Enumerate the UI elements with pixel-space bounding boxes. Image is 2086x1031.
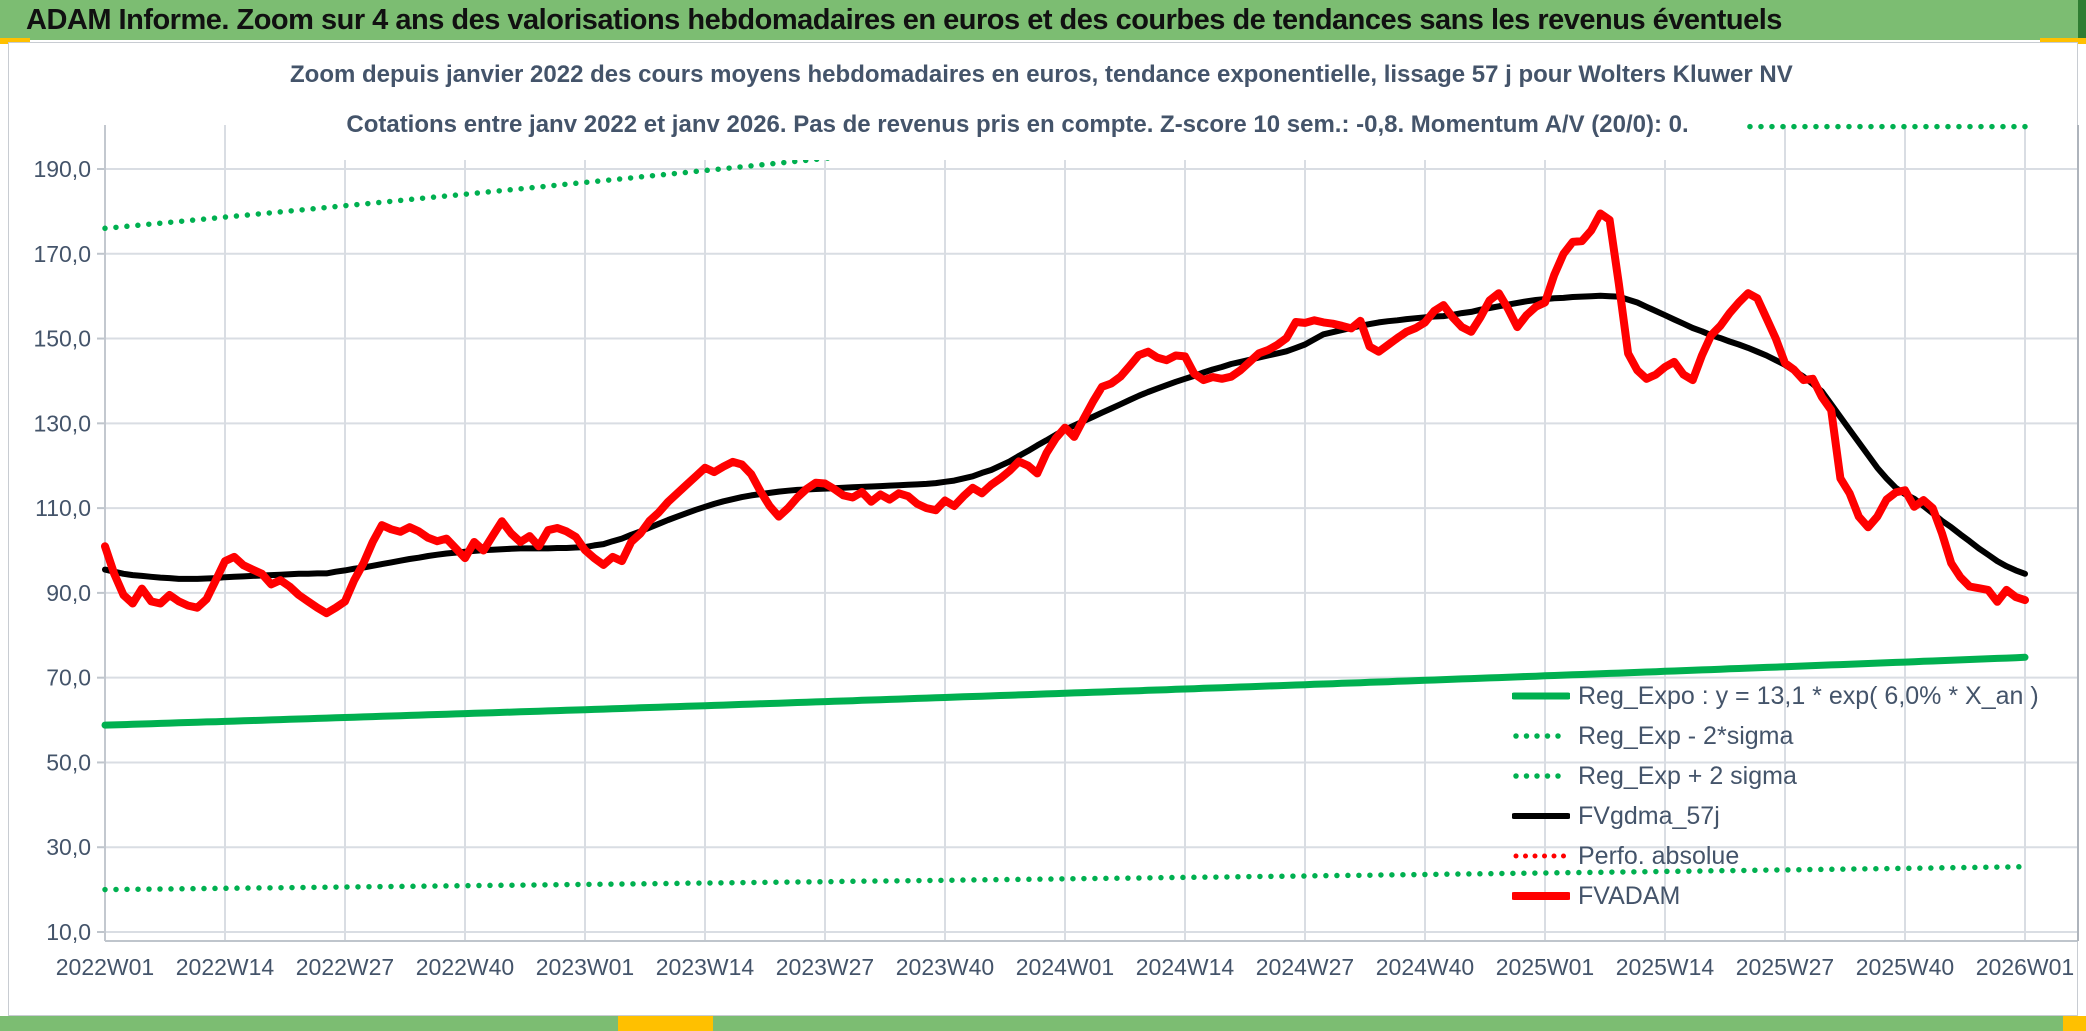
- bottom-right-accent: [2063, 1016, 2086, 1031]
- y-tick-label: 30,0: [46, 834, 91, 860]
- y-tick-label: 50,0: [46, 749, 91, 775]
- legend-label: FVADAM: [1578, 881, 1681, 910]
- legend-item-fvgdma-57j: FVgdma_57j: [1512, 796, 2072, 836]
- x-tick-label: 2025W01: [1496, 954, 1594, 980]
- y-tick-label: 70,0: [46, 665, 91, 691]
- y-tick-label: 10,0: [46, 919, 91, 945]
- x-tick-label: 2026W01: [1976, 954, 2074, 980]
- v-gridlines: [104, 125, 2026, 941]
- legend-item-reg-exp-plus-2sigma: Reg_Exp + 2 sigma: [1512, 756, 2072, 796]
- y-tick-label: 130,0: [33, 410, 91, 436]
- header-edge-decoration: [2078, 0, 2086, 40]
- y-tick-label: 170,0: [33, 241, 91, 267]
- green-dotted-line-icon: [1513, 773, 1570, 779]
- y-tick-label: 110,0: [35, 495, 91, 521]
- x-tick-label: 2024W27: [1256, 954, 1354, 980]
- bottom-accent: [618, 1016, 713, 1031]
- h-gridlines: [97, 168, 2078, 933]
- y-tick-label: 90,0: [46, 580, 91, 606]
- chart-title-line2: Cotations entre janv 2022 et janv 2026. …: [346, 111, 1689, 138]
- legend-label: Perfo. absolue: [1578, 841, 1740, 870]
- x-tick-label: 2022W01: [56, 954, 154, 980]
- x-tick-label: 2024W40: [1376, 954, 1474, 980]
- series-fvadam: [101, 209, 2029, 618]
- x-tick-label: 2024W01: [1016, 954, 1114, 980]
- x-tick-label: 2025W40: [1856, 954, 1954, 980]
- x-tick-label: 2024W14: [1136, 954, 1235, 980]
- y-tick-label: 150,0: [33, 326, 91, 352]
- red-solid-line-icon: [1512, 892, 1570, 900]
- x-tick-label: 2022W40: [416, 954, 514, 980]
- x-tick-label: 2023W01: [536, 954, 634, 980]
- legend-label: Reg_Exp + 2 sigma: [1578, 761, 1797, 790]
- legend-label: FVgdma_57j: [1578, 801, 1720, 830]
- x-tick-label: 2025W27: [1736, 954, 1834, 980]
- legend-item-perfo-absolue: Perfo. absolue: [1512, 836, 2072, 876]
- legend-item-fvadam: FVADAM: [1512, 876, 2072, 916]
- header-bar: ADAM Informe. Zoom sur 4 ans des valoris…: [0, 0, 2078, 40]
- x-tick-label: 2023W40: [896, 954, 994, 980]
- page-title: ADAM Informe. Zoom sur 4 ans des valoris…: [26, 3, 1782, 36]
- x-axis-labels: 2022W01 2022W14 2022W27 2022W40 2023W01 2023W…: [56, 954, 2074, 980]
- legend-item-reg-exp-minus-2sigma: Reg_Exp - 2*sigma: [1512, 716, 2072, 756]
- chart-legend: Reg_Expo : y = 13,1 * exp( 6,0% * X_an )…: [1512, 676, 2072, 916]
- x-tick-label: 2022W14: [176, 954, 275, 980]
- top-left-accent: [0, 38, 30, 44]
- series-reg-expo: [101, 653, 2029, 729]
- green-dotted-line-icon: [1513, 733, 1570, 739]
- series-reg-exp-2-sigma: [102, 863, 2028, 893]
- green-solid-line-icon: [1512, 692, 1570, 700]
- red-dotted-line-icon: [1513, 853, 1570, 859]
- chart-title-line1: Zoom depuis janvier 2022 des cours moyen…: [290, 61, 1793, 88]
- legend-label: Reg_Exp - 2*sigma: [1578, 721, 1794, 750]
- chart-panel: [8, 42, 2078, 1016]
- axis-spines: [104, 125, 2079, 942]
- y-axis-labels: 10,0 30,0 50,0 70,0 90,0 110,0 130,0 150,0 170,0…: [33, 156, 91, 945]
- x-tick-label: 2023W14: [656, 954, 755, 980]
- top-right-accent: [2040, 38, 2086, 44]
- x-tick-label: 2023W27: [776, 954, 874, 980]
- legend-label: Reg_Expo : y = 13,1 * exp( 6,0% * X_an ): [1578, 681, 2039, 710]
- bottom-bar-decoration: [0, 1016, 2086, 1031]
- chart-title: Zoom depuis janvier 2022 des cours moyen…: [290, 50, 1793, 160]
- legend-item-reg-expo: Reg_Expo : y = 13,1 * exp( 6,0% * X_an ): [1512, 676, 2072, 716]
- black-solid-line-icon: [1512, 813, 1570, 819]
- x-tick-label: 2022W27: [296, 954, 394, 980]
- x-tick-label: 2025W14: [1616, 954, 1715, 980]
- y-tick-label: 190,0: [33, 156, 91, 182]
